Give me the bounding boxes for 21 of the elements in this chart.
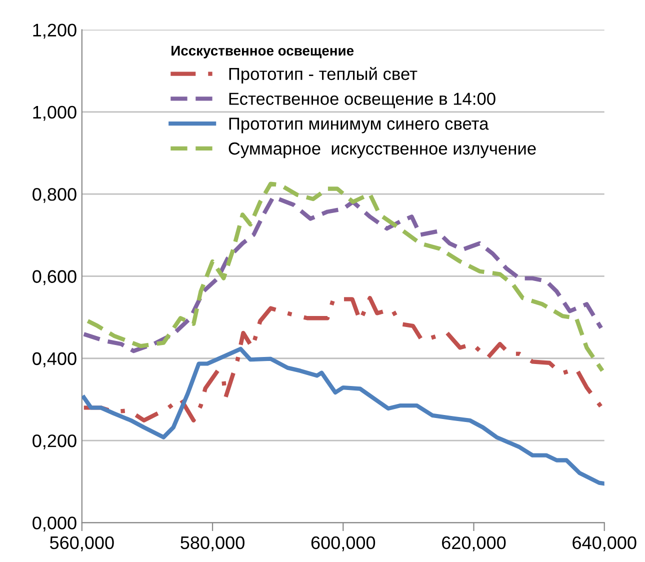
legend-label: Естественное освещение в 14:00 bbox=[229, 92, 496, 108]
legend-label: Суммарное искусственное излучение bbox=[228, 142, 536, 158]
line-series bbox=[82, 346, 604, 486]
line-series bbox=[86, 182, 604, 373]
x-tick-label: 620,000 bbox=[442, 536, 506, 552]
y-tick-label: 1,000 bbox=[33, 106, 76, 121]
y-tick-label: 0,200 bbox=[32, 434, 76, 450]
y-tick-label: 0,800 bbox=[32, 188, 76, 203]
y-tick-label: 0,600 bbox=[32, 270, 76, 286]
line-series bbox=[82, 194, 604, 354]
x-tick-label: 600,000 bbox=[311, 536, 376, 552]
y-tick-label: 1,200 bbox=[33, 24, 76, 39]
x-tick-label: 580,000 bbox=[180, 536, 244, 552]
legend-label: Прототип минимум синего света bbox=[229, 118, 489, 134]
legend-label: Прототип - теплый свет bbox=[229, 67, 418, 84]
line-series bbox=[82, 296, 604, 422]
x-tick-label: 640,000 bbox=[572, 536, 636, 552]
x-tick-label: 560,000 bbox=[50, 536, 114, 552]
y-tick-label: 0,400 bbox=[32, 352, 76, 368]
y-tick-label: 0,000 bbox=[32, 516, 76, 532]
legend-title: Исскуственное освещение bbox=[172, 46, 354, 58]
